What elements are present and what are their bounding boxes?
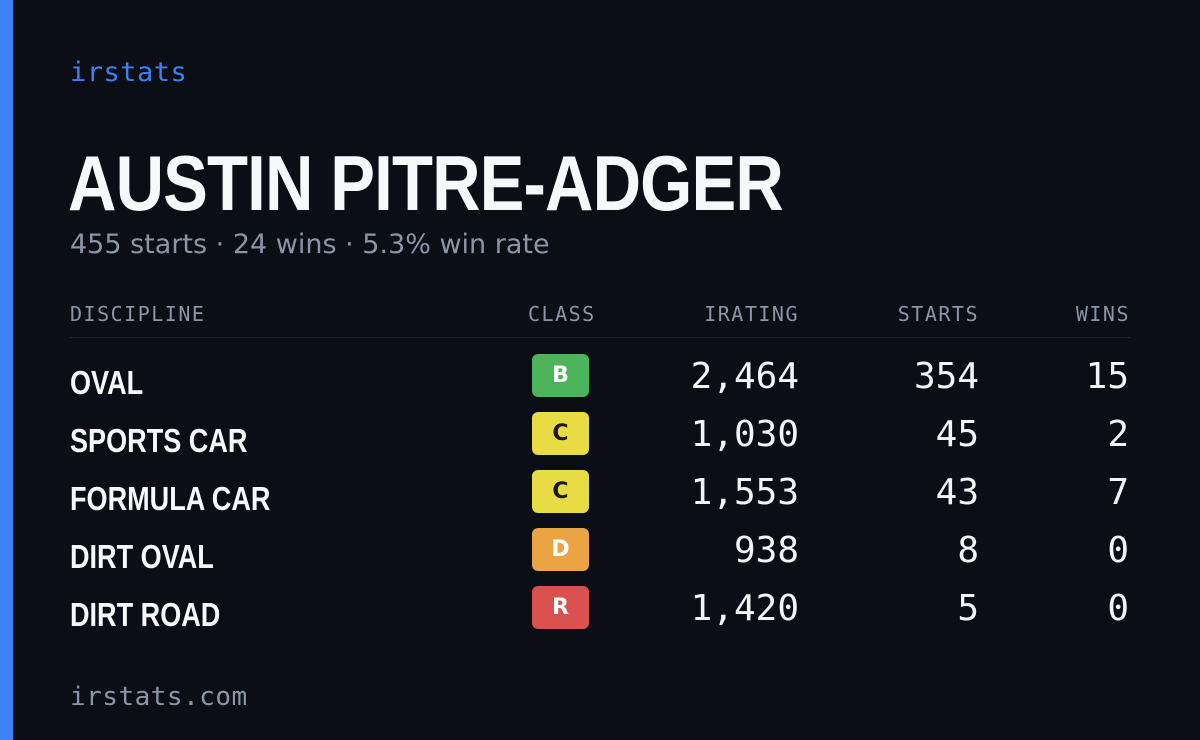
driver-name: AUSTIN PITRE-ADGER <box>68 139 784 227</box>
table-header: DISCIPLINE CLASS IRATING STARTS WINS <box>70 300 1130 338</box>
table-row: DIRT OVAL D 938 8 0 <box>70 527 1130 585</box>
wins-value: 15 <box>1085 356 1129 397</box>
starts-value: 354 <box>913 356 979 397</box>
brand-logo: irstats <box>70 57 188 88</box>
discipline-name: OVAL <box>70 364 144 401</box>
table-row: DIRT ROAD R 1,420 5 0 <box>70 585 1130 643</box>
header-wins: WINS <box>1075 302 1130 326</box>
wins-value: 7 <box>1107 472 1129 513</box>
wins-value: 0 <box>1107 530 1129 571</box>
wins-value: 0 <box>1107 588 1129 629</box>
irating-value: 938 <box>733 530 799 571</box>
header-starts: STARTS <box>897 302 979 326</box>
accent-bar <box>0 0 13 740</box>
header-discipline: DISCIPLINE <box>70 302 206 326</box>
irating-value: 1,553 <box>690 472 799 513</box>
starts-value: 8 <box>957 530 979 571</box>
wins-value: 2 <box>1107 414 1129 455</box>
starts-value: 5 <box>957 588 979 629</box>
class-badge: D <box>532 528 589 571</box>
driver-summary: 455 starts · 24 wins · 5.3% win rate <box>70 229 550 260</box>
footer-url: irstats.com <box>70 682 248 712</box>
discipline-table: OVAL B 2,464 354 15 SPORTS CAR C 1,030 4… <box>70 353 1130 643</box>
header-irating: IRATING <box>704 302 799 326</box>
class-badge: C <box>532 470 589 513</box>
class-badge: C <box>532 412 589 455</box>
class-badge: B <box>532 354 589 397</box>
discipline-name: SPORTS CAR <box>70 422 248 459</box>
discipline-name: DIRT ROAD <box>70 596 221 633</box>
discipline-name: DIRT OVAL <box>70 538 214 575</box>
table-row: SPORTS CAR C 1,030 45 2 <box>70 411 1130 469</box>
class-badge: R <box>532 586 589 629</box>
table-row: FORMULA CAR C 1,553 43 7 <box>70 469 1130 527</box>
starts-value: 45 <box>935 414 979 455</box>
discipline-name: FORMULA CAR <box>70 480 271 517</box>
starts-value: 43 <box>935 472 979 513</box>
irating-value: 1,030 <box>690 414 799 455</box>
irating-value: 2,464 <box>690 356 799 397</box>
table-row: OVAL B 2,464 354 15 <box>70 353 1130 411</box>
header-class: CLASS <box>528 302 596 326</box>
irating-value: 1,420 <box>690 588 799 629</box>
